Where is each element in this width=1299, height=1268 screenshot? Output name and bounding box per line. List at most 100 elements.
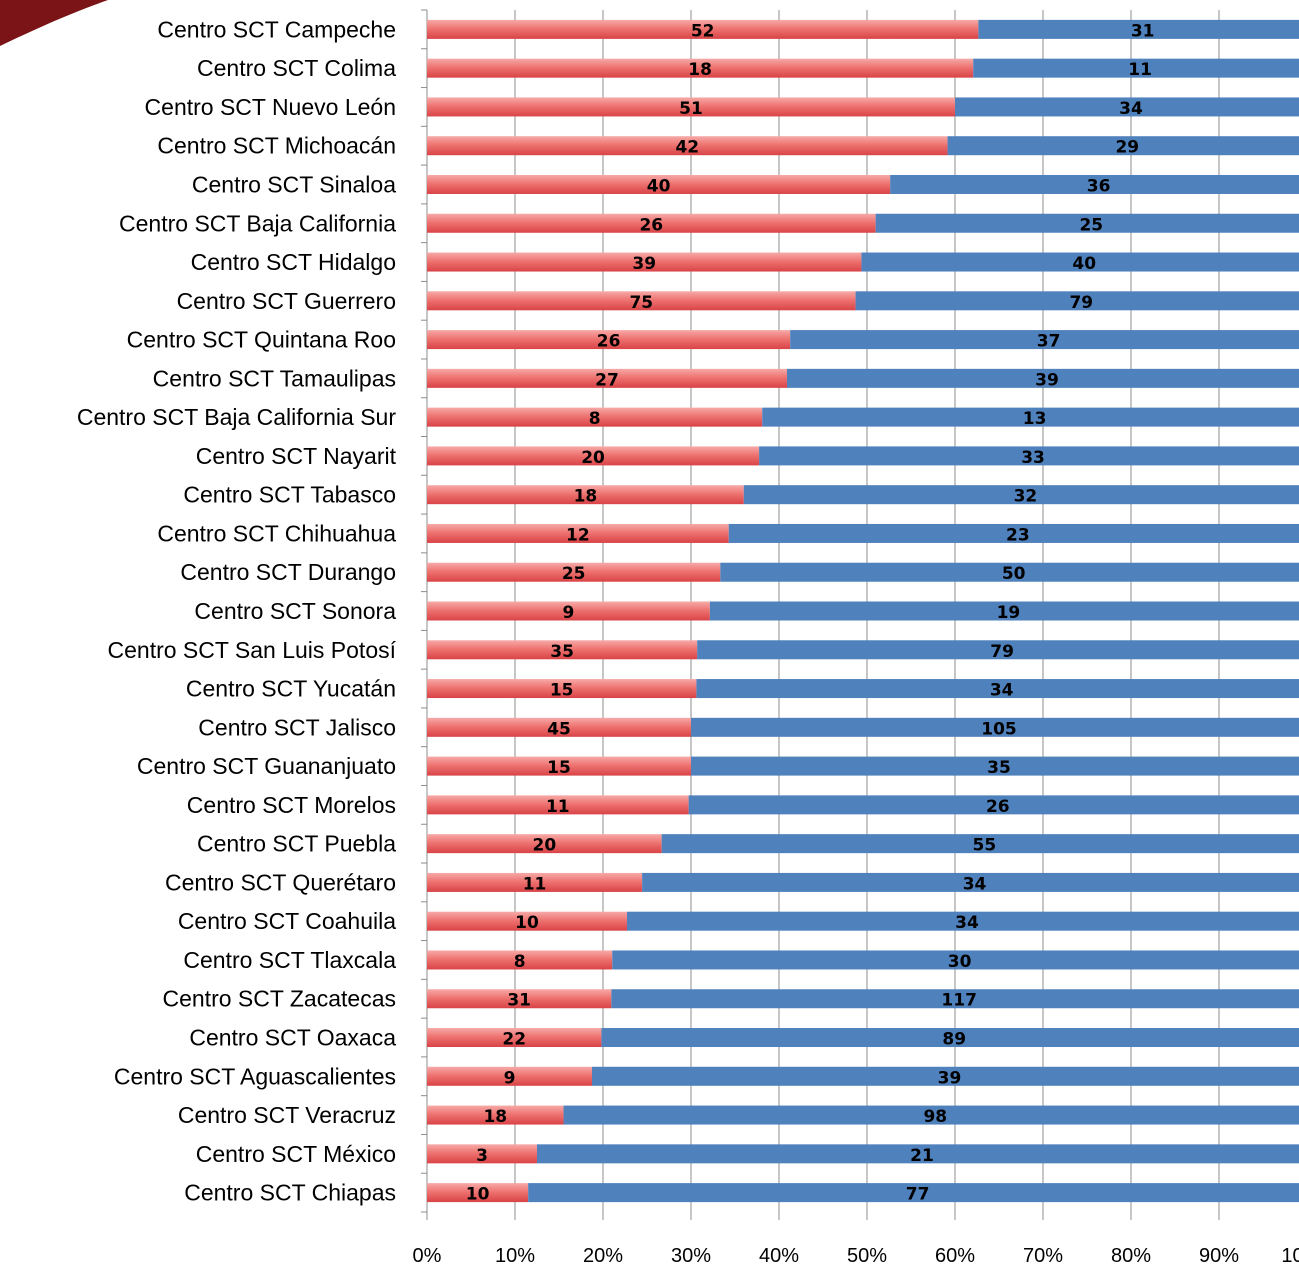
category-label: Centro SCT Puebla (197, 831, 396, 857)
data-label: 20 (581, 448, 605, 468)
bar-series-2 (661, 834, 1299, 854)
bar-series-2 (787, 368, 1299, 388)
x-tick-label: 60% (935, 1245, 975, 1267)
category-label: Centro SCT Sonora (194, 598, 396, 624)
data-label: 18 (483, 1107, 507, 1127)
data-label: 11 (546, 797, 570, 817)
bar-series-1 (427, 407, 763, 427)
x-tick-label: 0% (413, 1245, 442, 1267)
bar-series-2 (947, 136, 1299, 156)
data-label: 19 (997, 603, 1021, 623)
category-labels: Centro SCT Campeche Centro SCT Colima Cent… (77, 16, 397, 1205)
data-label: 79 (1069, 293, 1093, 313)
category-label: Centro SCT Veracruz (178, 1102, 396, 1128)
x-tick-label: 100% (1281, 1245, 1299, 1267)
bar-series-1 (427, 834, 662, 854)
bar-series-2 (890, 174, 1299, 194)
bar-series-1 (427, 872, 643, 892)
bar-series-1 (427, 446, 760, 466)
bar-series-1 (427, 19, 979, 39)
data-label: 12 (566, 525, 590, 545)
bar-series-2 (855, 291, 1299, 311)
data-label: 26 (597, 332, 621, 352)
bar-series-1 (427, 1028, 602, 1048)
category-label: Centro SCT Aguascalientes (114, 1063, 396, 1089)
bar-series-1 (427, 1144, 537, 1164)
category-label: Centro SCT Michoacán (157, 133, 396, 159)
category-label: Centro SCT San Luis Potosí (108, 637, 397, 663)
bar-series-1 (427, 1183, 529, 1203)
data-label: 36 (1087, 176, 1111, 196)
bar-series-1 (427, 485, 744, 505)
data-label: 35 (987, 758, 1011, 778)
data-label: 105 (981, 719, 1017, 739)
category-label: Centro SCT Nayarit (196, 443, 397, 469)
bar-series-1 (427, 679, 697, 699)
data-label: 50 (1002, 564, 1026, 584)
category-label: Centro SCT Chihuahua (157, 520, 396, 546)
data-label: 34 (1119, 99, 1143, 119)
x-axis-ticks: 0% 10% 20% 30% 40% 50% 60% 70% 80% 90% 100% (413, 1245, 1299, 1267)
data-label: 31 (1131, 21, 1155, 41)
x-tick-label: 20% (583, 1245, 623, 1267)
x-tick-label: 50% (847, 1245, 887, 1267)
data-label: 51 (679, 99, 703, 119)
data-label: 33 (1021, 448, 1045, 468)
data-label: 21 (910, 1146, 934, 1166)
data-label: 8 (514, 952, 526, 972)
bar-series-2 (728, 523, 1299, 543)
data-label: 13 (1023, 409, 1047, 429)
data-label: 52 (691, 21, 715, 41)
category-label: Centro SCT Baja California Sur (77, 404, 396, 430)
data-label: 34 (963, 874, 987, 894)
bar-series-1 (427, 601, 710, 621)
data-label: 27 (595, 370, 619, 390)
category-label: Centro SCT Campeche (157, 16, 396, 42)
data-label: 45 (547, 719, 571, 739)
data-label: 40 (1072, 254, 1096, 274)
data-label: 35 (550, 642, 574, 662)
category-label: Centro SCT Jalisco (198, 714, 396, 740)
bar-series-2 (861, 252, 1299, 272)
data-label: 15 (550, 681, 574, 701)
bar-series-2 (955, 97, 1299, 117)
data-label: 37 (1037, 332, 1061, 352)
data-label: 30 (948, 952, 972, 972)
bar-series-1 (427, 640, 698, 660)
data-label: 75 (629, 293, 653, 313)
bar-series-2 (528, 1183, 1299, 1203)
data-label: 34 (955, 913, 979, 933)
category-label: Centro SCT Tamaulipas (153, 365, 396, 391)
bar-series-1 (427, 756, 691, 776)
bar-series-2 (762, 407, 1299, 427)
data-label: 39 (632, 254, 656, 274)
bar-series-1 (427, 174, 891, 194)
bar-series-2 (563, 1105, 1299, 1125)
data-label: 9 (504, 1068, 516, 1088)
bar-series-2 (688, 795, 1299, 815)
bar-series-2 (691, 756, 1299, 776)
category-label: Centro SCT Quintana Roo (127, 327, 396, 353)
bar-series-1 (427, 989, 612, 1009)
category-label: Centro SCT Chiapas (184, 1180, 396, 1206)
bar-series-2 (592, 1066, 1299, 1086)
bar-series-2 (601, 1028, 1299, 1048)
data-label: 117 (941, 991, 977, 1011)
bar-series-1 (427, 950, 613, 970)
data-label: 3 (476, 1146, 488, 1166)
bar-series-1 (427, 1105, 564, 1125)
category-label: Centro SCT Colima (197, 55, 396, 81)
data-label: 32 (1014, 487, 1038, 507)
bar-series-1 (427, 1066, 592, 1086)
category-label: Centro SCT Tabasco (183, 482, 396, 508)
data-label: 15 (547, 758, 571, 778)
bar-series-1 (427, 213, 876, 233)
bar-series-2 (627, 911, 1299, 931)
bar-series-1 (427, 97, 955, 117)
bar-series-1 (427, 911, 627, 931)
category-label: Centro SCT Sinaloa (192, 171, 396, 197)
decorative-swoosh (0, 0, 108, 46)
category-label: Centro SCT Hidalgo (191, 249, 396, 275)
bar-series-2 (612, 950, 1299, 970)
category-label: Centro SCT Zacatecas (162, 986, 396, 1012)
